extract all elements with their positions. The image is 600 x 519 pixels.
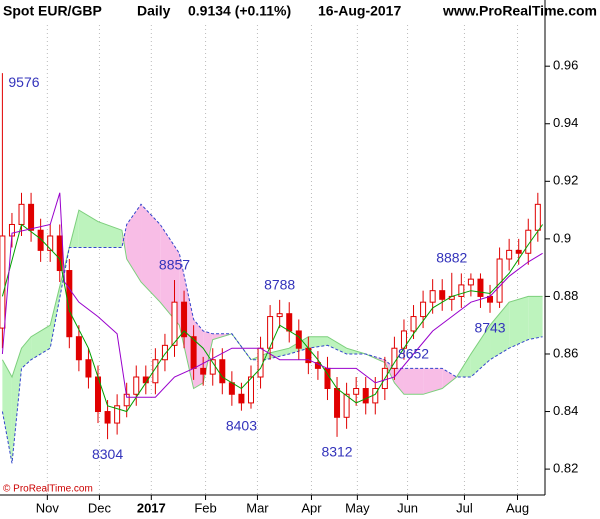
- candle-body: [37, 229, 44, 251]
- y-tick-label: 0.94: [553, 115, 578, 130]
- cloud-fill: [50, 247, 70, 349]
- cloud-fill: [308, 336, 328, 349]
- span-b-line: [1, 203, 543, 464]
- copyright: © ProRealTime.com: [3, 484, 93, 495]
- y-tick-label: 0.9: [553, 230, 571, 245]
- annotation: 8857: [159, 257, 190, 273]
- candle-body: [228, 382, 235, 395]
- candle-body: [410, 316, 417, 332]
- last-price: 0.9134 (+0.11%): [188, 3, 291, 19]
- cloud-fill: [423, 368, 443, 395]
- site: www.ProRealTime.com: [442, 3, 597, 19]
- candle-body: [534, 203, 541, 231]
- y-tick-label: 0.92: [553, 173, 578, 188]
- candle-body: [276, 313, 283, 318]
- candle-body: [362, 388, 369, 404]
- cloud-fill: [141, 204, 161, 303]
- annotation: 9576: [8, 74, 39, 90]
- x-tick-label: Jun: [397, 500, 418, 515]
- candle-body: [295, 330, 302, 349]
- symbol: Spot EUR/GBP: [3, 3, 102, 19]
- candle-body: [47, 235, 54, 251]
- date: 16-Aug-2017: [318, 3, 401, 19]
- annotation: 8743: [474, 320, 505, 336]
- candle-body: [133, 376, 140, 395]
- candle-body: [200, 367, 207, 375]
- x-tick-label: Nov: [36, 500, 60, 515]
- cloud-fill: [11, 348, 22, 464]
- x-tick-label: Jul: [456, 500, 473, 515]
- candle-body: [18, 203, 25, 225]
- candle-body: [85, 359, 92, 378]
- y-tick-label: 0.96: [553, 58, 578, 73]
- cloud-fill: [403, 368, 424, 395]
- cloud-fill: [78, 210, 99, 248]
- candle-body: [28, 203, 35, 231]
- candle-body: [247, 376, 254, 404]
- candle-body: [458, 284, 465, 297]
- candle-body: [181, 301, 188, 338]
- candle-body: [257, 347, 264, 378]
- x-tick-label: 2017: [137, 500, 166, 515]
- candle-body: [439, 290, 446, 300]
- x-tick-label: Mar: [246, 500, 269, 515]
- cloud-fill: [442, 368, 457, 389]
- annotation: 8788: [264, 277, 295, 293]
- y-tick-label: 0.84: [553, 403, 578, 418]
- period: Daily: [137, 3, 171, 19]
- candle-body: [477, 278, 484, 297]
- candle-body: [75, 336, 82, 361]
- candle-body: [161, 344, 168, 361]
- cloud-fill: [265, 348, 290, 360]
- x-tick-label: Apr: [301, 500, 322, 515]
- cloud-fill: [126, 204, 142, 283]
- candle-body: [429, 290, 436, 303]
- candle-body: [334, 388, 341, 418]
- candle-body: [286, 313, 293, 332]
- candle-body: [66, 270, 73, 338]
- y-tick-label: 0.86: [553, 345, 578, 360]
- cloud-fill: [2, 359, 12, 464]
- x-tick-label: Dec: [88, 500, 112, 515]
- candle-body: [515, 249, 522, 254]
- x-tick-label: Feb: [194, 500, 216, 515]
- cloud-fill: [528, 296, 543, 340]
- x-tick-label: Aug: [506, 500, 529, 515]
- indicator-line: [1, 223, 544, 413]
- candle-body: [343, 393, 350, 418]
- span-a-line: [1, 209, 543, 395]
- candle-body: [420, 301, 427, 318]
- cloud-fill: [21, 336, 32, 369]
- indicator-line: [1, 192, 543, 398]
- candle-body: [238, 393, 245, 404]
- candle-body: [219, 359, 226, 384]
- cloud-fill: [509, 296, 529, 349]
- candle-body: [56, 235, 63, 272]
- candle-body: [467, 278, 474, 286]
- annotation: 8882: [436, 250, 467, 266]
- annotation: 8652: [398, 346, 429, 362]
- y-tick-label: 0.88: [553, 288, 578, 303]
- x-tick-label: May: [345, 500, 370, 515]
- cloud-fill: [98, 221, 122, 248]
- annotation: 8312: [321, 444, 352, 460]
- candle-body: [506, 249, 513, 260]
- cloud-fill: [470, 325, 491, 378]
- cloud-fill: [490, 302, 510, 360]
- y-tick-label: 0.82: [553, 461, 578, 476]
- candle-body: [104, 411, 111, 424]
- candle-body: [0, 235, 6, 329]
- annotation: 8403: [226, 417, 257, 433]
- candle-body: [496, 258, 503, 303]
- candle-body: [171, 301, 178, 346]
- annotation: 8304: [92, 446, 123, 462]
- candle-body: [267, 316, 274, 349]
- candle-body: [353, 388, 360, 395]
- cloud-fill: [327, 336, 347, 354]
- candle-body: [114, 405, 121, 424]
